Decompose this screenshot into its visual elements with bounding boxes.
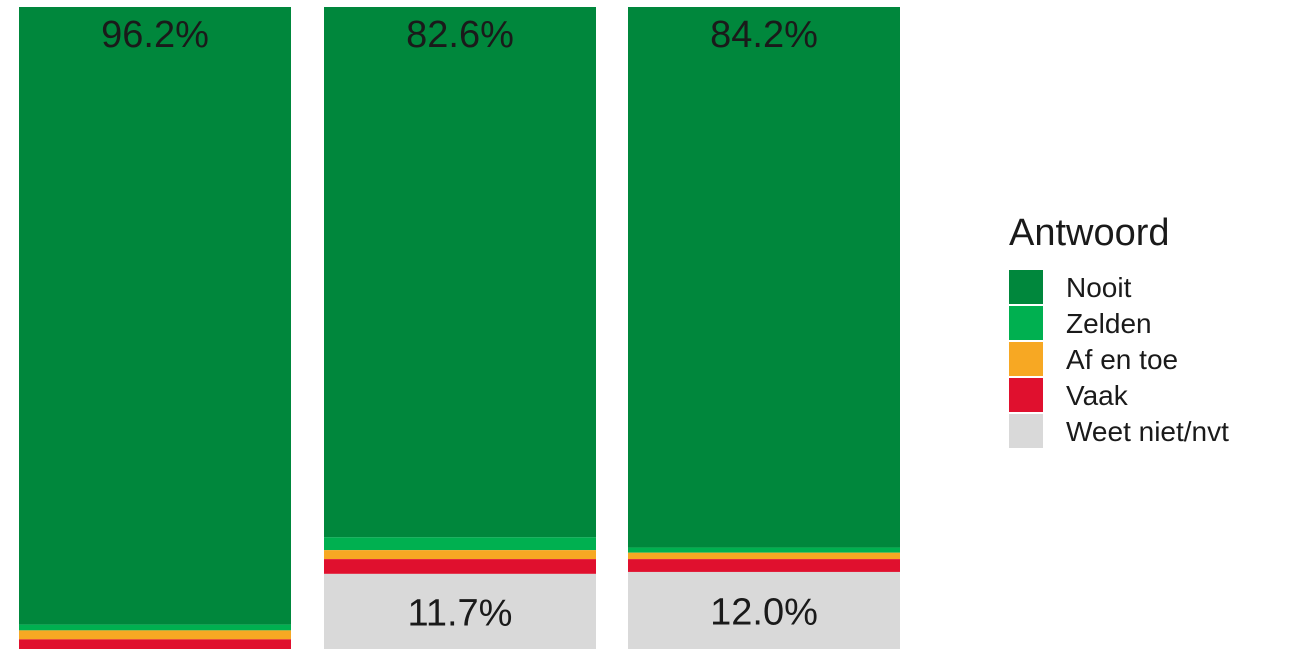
legend-label-af-en-toe: Af en toe (1066, 344, 1178, 375)
bar-segment-3-weet-niet-nvt (628, 571, 900, 649)
bar-segment-1-vaak (19, 639, 291, 649)
data-label-2-2: 11.7% (408, 592, 513, 634)
data-label-2-1: 82.6% (406, 14, 514, 56)
legend-swatch-af-en-toe (1009, 342, 1043, 376)
data-label-1-1: 96.2% (101, 14, 209, 56)
legend-label-nooit: Nooit (1066, 272, 1132, 303)
legend-swatch-nooit (1009, 270, 1043, 304)
data-label-3-1: 84.2% (710, 14, 818, 56)
legend-swatch-zelden (1009, 306, 1043, 340)
bar-segment-3-af-en-toe (628, 552, 900, 560)
legend: Antwoord Nooit Zelden Af en toe Vaak Weet ni… (1009, 212, 1229, 448)
bar-segment-2-vaak (324, 559, 596, 574)
data-label-3-2: 12.0% (710, 592, 818, 634)
bar-segment-2-weet-niet-nvt (324, 573, 596, 649)
bar-segment-1-nooit (19, 7, 291, 625)
bar-segment-1-af-en-toe (19, 630, 291, 640)
bar-segment-2-zelden (324, 537, 596, 551)
legend-label-zelden: Zelden (1066, 308, 1152, 339)
data-labels-group: 96.2% 82.6% 11.7% 84.2% 12.0% (101, 14, 818, 634)
legend-swatch-weet-niet-nvt (1009, 414, 1043, 448)
legend-label-vaak: Vaak (1066, 380, 1129, 411)
bar-segment-3-nooit (628, 7, 900, 548)
bar-segment-2-nooit (324, 7, 596, 538)
bars-group (19, 7, 900, 649)
bar-segment-3-vaak (628, 559, 900, 572)
bar-segment-1-zelden (19, 624, 291, 631)
legend-label-weet-niet-nvt: Weet niet/nvt (1066, 416, 1229, 447)
bar-segment-3-zelden (628, 547, 900, 553)
legend-swatch-vaak (1009, 378, 1043, 412)
legend-title: Antwoord (1009, 212, 1170, 254)
bar-segment-2-af-en-toe (324, 550, 596, 560)
legend-items: Nooit Zelden Af en toe Vaak Weet niet/nvt (1009, 270, 1229, 448)
